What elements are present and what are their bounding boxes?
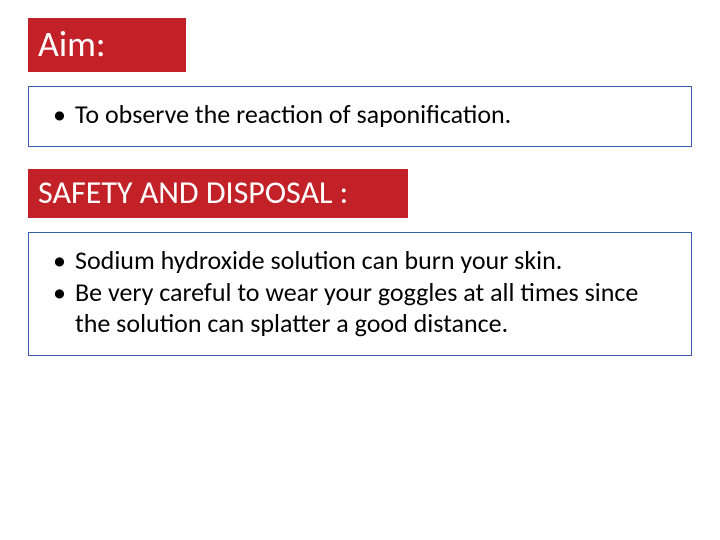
slide: Aim: To observe the reaction of saponifi… [0, 0, 720, 540]
bullet-text: Sodium hydroxide solution can burn your … [75, 244, 562, 276]
aim-bullet-list: To observe the reaction of saponificatio… [47, 99, 673, 130]
bullet-text: To observe the reaction of saponificatio… [75, 98, 511, 130]
safety-bullet-list: Sodium hydroxide solution can burn your … [47, 245, 673, 339]
aim-heading: Aim: [28, 18, 186, 72]
aim-content-box: To observe the reaction of saponificatio… [28, 86, 692, 147]
aim-heading-text: Aim: [38, 22, 105, 66]
list-item: Sodium hydroxide solution can burn your … [47, 245, 673, 276]
safety-heading-text: SAFETY AND DISPOSAL : [38, 173, 348, 212]
safety-content-box: Sodium hydroxide solution can burn your … [28, 232, 692, 356]
list-item: Be very careful to wear your goggles at … [47, 277, 673, 338]
list-item: To observe the reaction of saponificatio… [47, 99, 673, 130]
bullet-text: Be very careful to wear your goggles at … [75, 276, 638, 339]
safety-heading: SAFETY AND DISPOSAL : [28, 169, 408, 218]
